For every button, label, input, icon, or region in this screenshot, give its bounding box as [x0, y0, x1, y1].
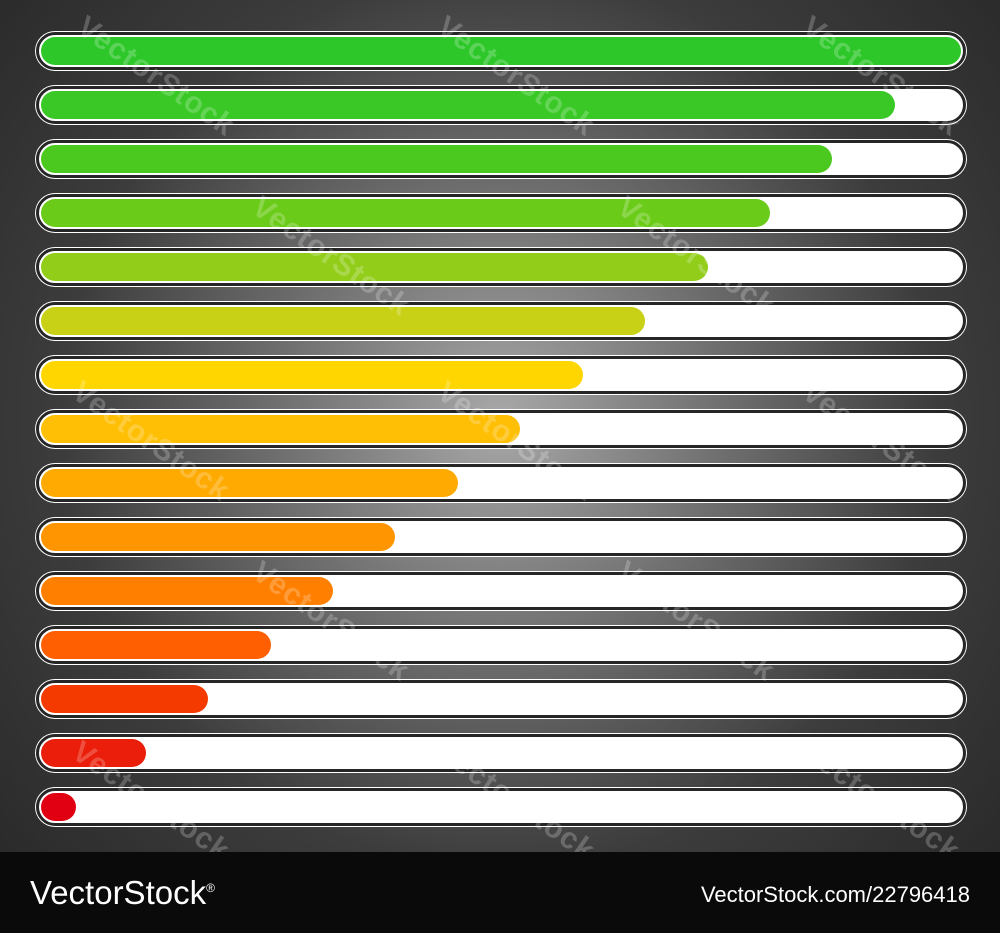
progress-bar-10 — [36, 518, 966, 556]
progress-bar-fill — [41, 307, 645, 335]
footer-bar: VectorStock® VectorStock.com/22796418 — [0, 852, 1000, 933]
progress-bar-9 — [36, 464, 966, 502]
progress-bar-7 — [36, 356, 966, 394]
progress-bar-6 — [36, 302, 966, 340]
registered-mark: ® — [206, 881, 215, 895]
progress-bar-fill — [41, 253, 708, 281]
progress-bar-fill — [41, 577, 333, 605]
progress-bar-3 — [36, 140, 966, 178]
progress-bar-fill — [41, 415, 520, 443]
progress-bar-fill — [41, 91, 895, 119]
progress-bars-stack — [36, 32, 966, 826]
progress-bar-fill — [41, 145, 832, 173]
progress-bar-2 — [36, 86, 966, 124]
progress-bar-fill — [41, 37, 961, 65]
brand-name: VectorStock — [30, 874, 207, 911]
progress-bar-fill — [41, 469, 458, 497]
progress-bar-5 — [36, 248, 966, 286]
progress-bar-fill — [41, 685, 208, 713]
progress-bar-fill — [41, 361, 583, 389]
progress-bar-14 — [36, 734, 966, 772]
progress-bar-4 — [36, 194, 966, 232]
progress-bar-fill — [41, 199, 770, 227]
progress-bar-15 — [36, 788, 966, 826]
progress-bar-fill — [41, 631, 271, 659]
progress-bar-fill — [41, 523, 395, 551]
progress-bar-8 — [36, 410, 966, 448]
progress-bar-11 — [36, 572, 966, 610]
image-id-url: VectorStock.com/22796418 — [700, 882, 970, 907]
progress-bar-12 — [36, 626, 966, 664]
progress-bar-fill — [41, 739, 146, 767]
progress-bar-fill — [41, 793, 76, 821]
progress-bar-1 — [36, 32, 966, 70]
vectorstock-logo: VectorStock® — [30, 874, 215, 912]
progress-bar-13 — [36, 680, 966, 718]
